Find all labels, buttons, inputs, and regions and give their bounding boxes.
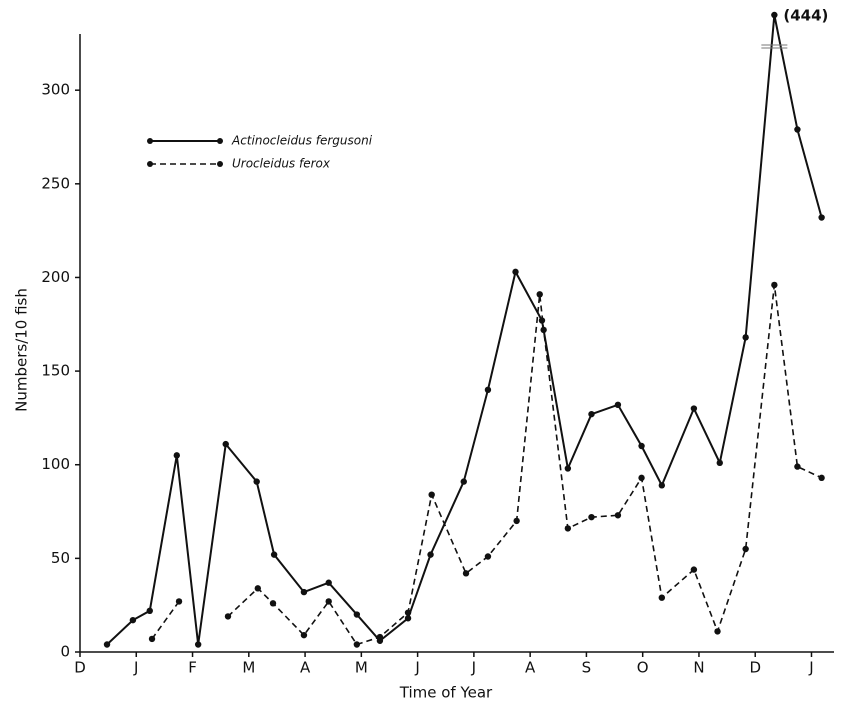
data-point (254, 585, 262, 592)
y-tick-label: 250 (41, 174, 70, 192)
data-point (658, 482, 666, 489)
data-point (484, 553, 492, 560)
x-tick-label: A (525, 659, 536, 677)
data-point (794, 463, 801, 470)
data-point (690, 566, 698, 573)
data-point (484, 386, 492, 394)
data-point (588, 410, 595, 418)
data-point (146, 607, 153, 614)
x-tick-label: M (242, 659, 255, 677)
data-point (353, 641, 361, 648)
x-tick-label: D (74, 659, 86, 677)
x-tick-label: J (414, 659, 419, 677)
data-point (638, 442, 645, 450)
data-point (658, 594, 666, 601)
x-tick-label: O (637, 659, 649, 677)
data-point (818, 214, 825, 221)
data-point (512, 268, 519, 276)
data-point (794, 126, 801, 133)
data-point (173, 452, 180, 459)
legend-label: Urocleidus ferox (232, 157, 331, 171)
data-point (376, 633, 384, 641)
data-point (540, 326, 547, 334)
data-label: (444) (783, 7, 828, 25)
data-point (427, 551, 434, 558)
legend-label: Actinocleidus fergusoni (231, 134, 373, 148)
y-tick-label: 300 (41, 81, 70, 99)
data-point (714, 628, 721, 635)
data-point (716, 459, 723, 467)
x-axis-label: Time of Year (399, 684, 493, 702)
x-tick-label: A (300, 659, 311, 677)
data-point (462, 570, 470, 577)
y-tick-label: 0 (60, 643, 70, 661)
x-tick-label: D (749, 659, 761, 677)
data-point (175, 598, 183, 605)
x-tick-label: S (582, 659, 592, 677)
legend-dot (217, 138, 223, 144)
data-point (325, 598, 332, 605)
x-tick-label: M (355, 659, 368, 677)
data-point (818, 474, 825, 482)
data-point (270, 551, 278, 558)
data-point (300, 631, 308, 639)
data-point (460, 478, 467, 485)
y-tick-label: 50 (51, 549, 70, 567)
y-tick-label: 200 (41, 268, 70, 286)
x-tick-label: J (471, 659, 476, 677)
legend-dot (147, 161, 153, 167)
data-point (103, 641, 111, 648)
legend-dot (147, 138, 153, 144)
data-point (222, 440, 229, 448)
data-point (771, 11, 778, 19)
data-point (404, 615, 412, 622)
data-point (325, 579, 332, 586)
data-point (614, 401, 622, 408)
data-point (638, 474, 645, 482)
data-point (588, 513, 595, 521)
x-tick-label: J (133, 659, 138, 677)
data-point (690, 405, 698, 412)
x-tick-label: F (188, 659, 197, 677)
data-point (771, 281, 778, 289)
data-point (224, 613, 232, 620)
x-tick-label: N (693, 659, 704, 677)
y-tick-label: 100 (41, 455, 70, 473)
series-line (106, 14, 823, 646)
data-point (253, 478, 260, 485)
data-point (614, 512, 622, 519)
data-point (353, 611, 361, 618)
data-point (148, 635, 156, 643)
data-point (428, 491, 435, 498)
data-point (742, 545, 749, 553)
y-axis-label: Numbers/10 fish (13, 288, 31, 412)
data-point (300, 588, 308, 596)
data-point (129, 616, 137, 624)
legend-dot (217, 161, 223, 167)
data-point (742, 334, 749, 341)
data-point (194, 641, 202, 648)
data-point (513, 517, 520, 525)
data-point (536, 291, 543, 298)
data-point (564, 525, 572, 532)
data-point (269, 600, 277, 607)
data-point (564, 465, 572, 472)
data-point (404, 609, 412, 616)
x-tick-label: J (808, 659, 813, 677)
y-tick-label: 150 (41, 362, 70, 380)
